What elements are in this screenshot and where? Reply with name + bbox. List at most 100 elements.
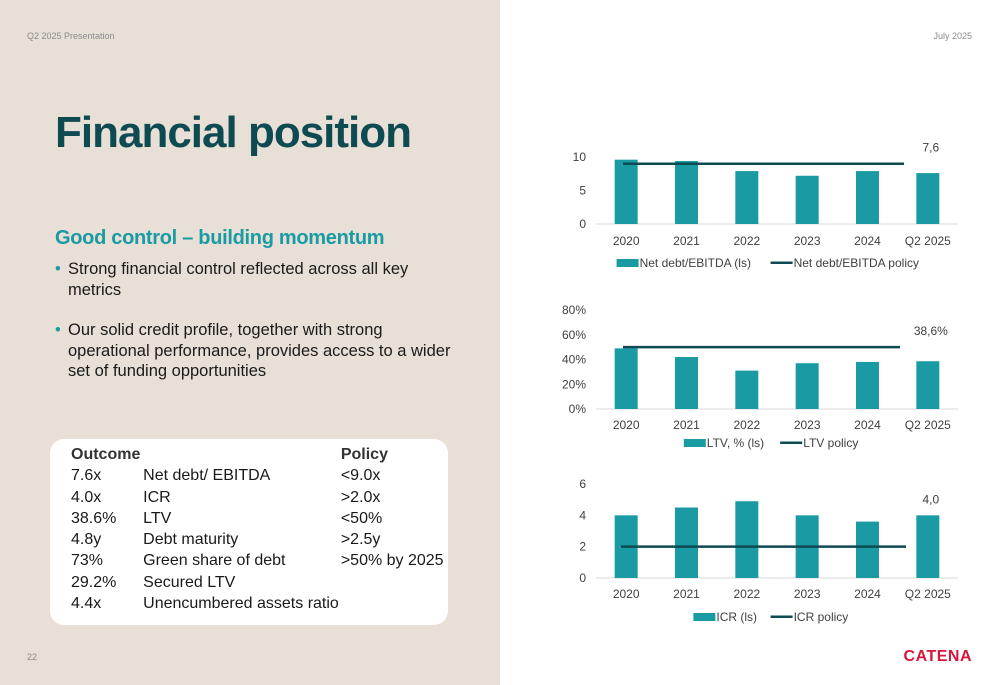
y-tick-label: 10 bbox=[573, 150, 587, 164]
table-row: 7.6x Net debt/ EBITDA <9.0x bbox=[71, 465, 448, 486]
section-subtitle: Good control – building momentum bbox=[55, 227, 385, 249]
bullet-dot-icon: • bbox=[55, 260, 61, 278]
date-label: July 2025 bbox=[933, 31, 972, 41]
bar bbox=[614, 159, 638, 224]
bar bbox=[675, 161, 698, 224]
y-tick-label: 5 bbox=[579, 184, 586, 198]
x-tick-label: Q2 2025 bbox=[905, 234, 951, 248]
x-tick-label: Q2 2025 bbox=[905, 418, 951, 432]
x-tick-label: 2021 bbox=[673, 587, 700, 601]
table-row: 29.2% Secured LTV bbox=[71, 572, 448, 593]
y-tick-label: 0% bbox=[569, 402, 587, 416]
legend-swatch-bar bbox=[616, 259, 639, 267]
legend-label: LTV policy bbox=[803, 436, 858, 450]
bar bbox=[675, 507, 698, 578]
outcome-cell: 29.2% bbox=[71, 573, 117, 591]
bar bbox=[795, 175, 819, 224]
catena-logo: CATENA bbox=[903, 648, 972, 665]
y-tick-label: 20% bbox=[562, 377, 586, 391]
legend-swatch-line bbox=[780, 441, 803, 444]
x-tick-label: 2021 bbox=[673, 418, 700, 432]
table-row: 4.4x Unencumbered assets ratio bbox=[71, 593, 448, 614]
bar bbox=[856, 171, 879, 224]
bullet-item: • Our solid credit profile, together with… bbox=[55, 320, 455, 382]
bullet-item: • Strong financial control reflected acro… bbox=[55, 259, 455, 300]
bar bbox=[856, 361, 879, 409]
x-tick-label: 2020 bbox=[613, 587, 640, 601]
x-tick-label: 2023 bbox=[794, 234, 821, 248]
icr-chart: 0 2 4 6 2020 2021 2022 2023 2024 Q2 2025 4,0 ICR (l… bbox=[579, 477, 958, 624]
x-tick-label: 2021 bbox=[673, 234, 700, 248]
policy-cell: >2.0x bbox=[340, 488, 381, 506]
y-tick-label: 0 bbox=[579, 571, 586, 585]
x-tick-label: Q2 2025 bbox=[905, 587, 951, 601]
legend-swatch-bar bbox=[693, 613, 716, 621]
bar bbox=[735, 370, 759, 409]
outcome-cell: 4.8y bbox=[71, 531, 102, 549]
bar bbox=[916, 173, 940, 224]
policy-cell: <50% bbox=[340, 509, 383, 527]
policy-cell: >2.5y bbox=[340, 531, 381, 549]
legend-label: LTV, % (ls) bbox=[707, 436, 764, 450]
data-label: 4,0 bbox=[922, 492, 939, 506]
data-label: 7,6 bbox=[922, 141, 939, 155]
legend-label: Net debt/EBITDA (ls) bbox=[640, 256, 751, 270]
y-tick-label: 80% bbox=[562, 303, 586, 317]
metric-cell: Debt maturity bbox=[143, 531, 239, 549]
x-tick-label: 2020 bbox=[613, 234, 640, 248]
bar bbox=[675, 357, 698, 409]
policy-cell bbox=[341, 593, 448, 614]
table-row: 73% Green share of debt >50% by 2025 bbox=[71, 550, 448, 571]
x-tick-label: 2024 bbox=[854, 234, 881, 248]
y-tick-label: 40% bbox=[562, 353, 586, 367]
legend-swatch-line bbox=[770, 615, 793, 618]
bar bbox=[735, 171, 759, 224]
y-tick-label: 60% bbox=[562, 328, 586, 342]
bullet-dot-icon: • bbox=[55, 321, 61, 339]
bar bbox=[916, 361, 940, 409]
y-tick-label: 6 bbox=[579, 477, 586, 491]
legend-swatch-line bbox=[770, 261, 793, 264]
bar bbox=[735, 501, 759, 578]
bar bbox=[614, 348, 638, 409]
legend-label: Net debt/EBITDA policy bbox=[794, 256, 919, 270]
policy-header: Policy bbox=[340, 446, 388, 463]
x-tick-label: 2022 bbox=[733, 234, 760, 248]
metric-cell: ICR bbox=[143, 488, 171, 506]
legend-swatch-bar bbox=[683, 439, 706, 447]
bar bbox=[856, 521, 879, 578]
x-tick-label: 2024 bbox=[854, 587, 881, 601]
y-tick-label: 0 bbox=[579, 217, 586, 231]
metric-cell: Secured LTV bbox=[143, 573, 236, 591]
net-debt-ebitda-chart: 0 5 10 2020 2021 2022 2023 2024 Q2 2025 7,6 Net de… bbox=[573, 141, 958, 270]
legend-label: ICR policy bbox=[794, 610, 849, 624]
bullet-text: Our solid credit profile, together with … bbox=[68, 321, 451, 380]
metrics-table: Outcome Policy 7.6x Net debt/ EBITDA <9.… bbox=[71, 444, 448, 614]
metrics-header-row: Outcome Policy bbox=[71, 444, 448, 465]
outcome-cell: 4.4x bbox=[71, 595, 102, 613]
bullet-list: • Strong financial control reflected acro… bbox=[55, 259, 455, 402]
x-tick-label: 2022 bbox=[733, 587, 760, 601]
y-tick-label: 2 bbox=[579, 540, 586, 554]
metric-cell: Net debt/ EBITDA bbox=[143, 467, 271, 485]
x-tick-label: 2023 bbox=[794, 418, 821, 432]
outcome-cell: 73% bbox=[71, 552, 104, 570]
policy-cell bbox=[341, 572, 448, 593]
metric-cell: Green share of debt bbox=[143, 552, 286, 570]
ltv-chart: 0% 20% 40% 60% 80% 2020 2021 2022 2023 2024 Q2 202… bbox=[562, 303, 958, 450]
presentation-label: Q2 2025 Presentation bbox=[27, 31, 115, 41]
table-row: 4.0x ICR >2.0x bbox=[71, 487, 448, 508]
page-number: 22 bbox=[27, 652, 38, 662]
bullet-text: Strong financial control reflected acros… bbox=[68, 260, 409, 299]
x-tick-label: 2020 bbox=[613, 418, 640, 432]
table-row: 38.6% LTV <50% bbox=[71, 508, 448, 529]
outcome-cell: 4.0x bbox=[71, 488, 102, 506]
policy-cell: <9.0x bbox=[340, 467, 381, 485]
data-label: 38,6% bbox=[914, 324, 948, 338]
outcome-cell: 38.6% bbox=[71, 509, 117, 527]
bar bbox=[916, 515, 940, 578]
outcome-cell: 7.6x bbox=[71, 467, 102, 485]
outcome-header: Outcome bbox=[71, 446, 141, 463]
x-tick-label: 2023 bbox=[794, 587, 821, 601]
policy-cell: >50% by 2025 bbox=[340, 552, 444, 570]
